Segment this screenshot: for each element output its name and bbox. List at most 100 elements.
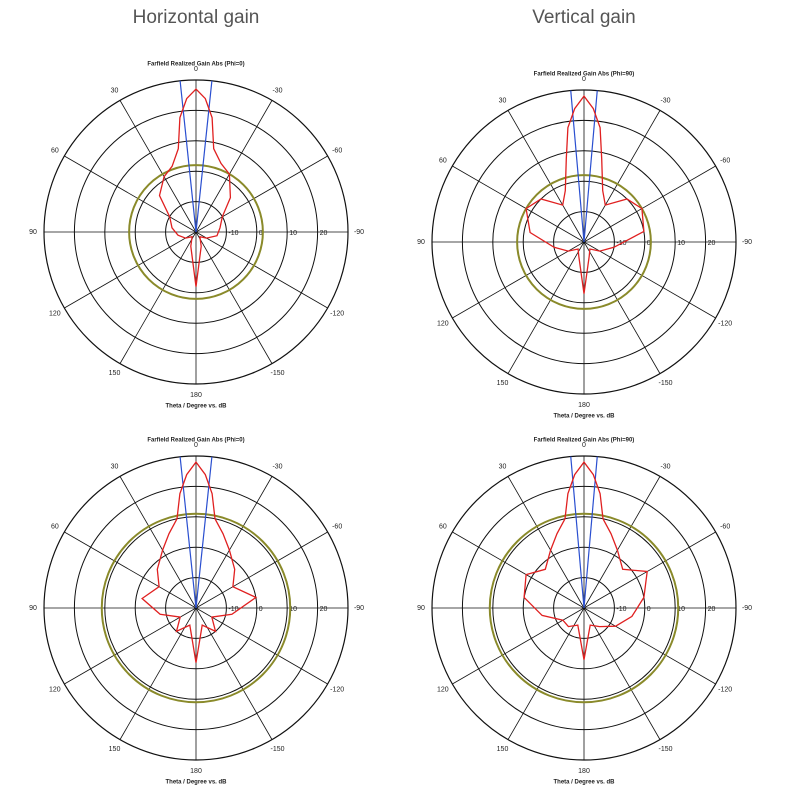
beam-marker xyxy=(570,456,585,609)
reference-circle xyxy=(516,174,652,310)
axis-label: Theta / Degree vs. dB xyxy=(165,780,227,786)
r-tick-label: 0 xyxy=(647,606,651,613)
spoke xyxy=(195,231,328,309)
theta-tick-label: -30 xyxy=(660,464,670,471)
theta-tick-label: 90 xyxy=(417,605,425,612)
spoke xyxy=(583,241,716,319)
spoke xyxy=(507,476,585,609)
plot-title: Farfield Realized Gain Abs (Phi=90) xyxy=(534,438,635,444)
spoke xyxy=(64,231,197,309)
plot-title: Farfield Realized Gain Abs (Phi=90) xyxy=(534,72,635,78)
theta-tick-label: 120 xyxy=(437,320,449,327)
beam-marker xyxy=(179,80,197,233)
spoke xyxy=(452,607,585,685)
beam-marker xyxy=(583,456,598,609)
theta-tick-label: -60 xyxy=(720,157,730,164)
axis-label: Theta / Degree vs. dB xyxy=(553,414,615,420)
theta-tick-label: 60 xyxy=(439,523,447,530)
theta-tick-label: 30 xyxy=(111,88,119,95)
theta-tick-label: -150 xyxy=(270,370,284,377)
spoke xyxy=(583,241,661,374)
r-tick-label: 0 xyxy=(259,606,263,613)
spoke xyxy=(507,110,585,243)
r-tick-label: 0 xyxy=(259,230,263,237)
theta-tick-label: 0 xyxy=(194,442,198,449)
gain-curve xyxy=(523,461,648,660)
theta-tick-label: -150 xyxy=(658,380,672,387)
theta-tick-label: -90 xyxy=(742,605,752,612)
theta-tick-label: 150 xyxy=(109,746,121,753)
theta-tick-label: -150 xyxy=(270,746,284,753)
theta-tick-label: 120 xyxy=(49,686,61,693)
reference-circle xyxy=(128,164,264,300)
beam-marker xyxy=(195,456,213,609)
theta-tick-label: 90 xyxy=(417,239,425,246)
theta-tick-label: 30 xyxy=(499,98,507,105)
spoke xyxy=(583,110,661,243)
r-tick-label: 10 xyxy=(289,606,297,613)
spoke xyxy=(119,607,197,740)
theta-tick-label: -150 xyxy=(658,746,672,753)
axis-label: Theta / Degree vs. dB xyxy=(553,780,615,786)
r-tick-label: 0 xyxy=(647,240,651,247)
gain-curve xyxy=(525,95,645,294)
theta-tick-label: -30 xyxy=(272,464,282,471)
theta-tick-label: -120 xyxy=(330,686,344,693)
theta-tick-label: 90 xyxy=(29,229,37,236)
beam-marker xyxy=(195,80,213,233)
theta-tick-label: 180 xyxy=(190,768,202,775)
theta-tick-label: 150 xyxy=(109,370,121,377)
gain-curve xyxy=(141,461,258,663)
spoke xyxy=(195,231,273,364)
theta-tick-label: -120 xyxy=(718,686,732,693)
spoke xyxy=(119,231,197,364)
heading: Horizontal gain xyxy=(133,7,260,28)
spoke xyxy=(452,241,585,319)
beam-marker xyxy=(583,90,598,243)
reference-circle xyxy=(488,512,680,704)
spoke xyxy=(583,531,716,609)
theta-tick-label: 0 xyxy=(582,442,586,449)
spoke xyxy=(195,531,328,609)
spoke xyxy=(583,476,661,609)
theta-tick-label: 180 xyxy=(190,392,202,399)
theta-tick-label: 180 xyxy=(578,402,590,409)
theta-tick-label: -60 xyxy=(332,147,342,154)
spoke xyxy=(119,100,197,233)
spoke xyxy=(64,155,197,233)
spoke xyxy=(119,476,197,609)
spoke xyxy=(64,531,197,609)
plot-title: Farfield Realized Gain Abs (Phi=0) xyxy=(147,438,244,444)
spoke xyxy=(507,607,585,740)
theta-tick-label: 30 xyxy=(111,464,119,471)
theta-tick-label: -60 xyxy=(332,523,342,530)
theta-tick-label: 90 xyxy=(29,605,37,612)
theta-tick-label: 0 xyxy=(582,76,586,83)
spoke xyxy=(195,607,328,685)
gain-curve xyxy=(158,88,232,287)
r-tick-label: 20 xyxy=(708,606,716,613)
beam-marker xyxy=(179,456,197,609)
theta-tick-label: 180 xyxy=(578,768,590,775)
spoke xyxy=(583,607,661,740)
spoke xyxy=(583,607,716,685)
r-tick-label: 20 xyxy=(320,230,328,237)
beam-marker xyxy=(570,90,585,243)
theta-tick-label: -60 xyxy=(720,523,730,530)
theta-tick-label: 30 xyxy=(499,464,507,471)
spoke xyxy=(195,100,273,233)
theta-tick-label: 60 xyxy=(439,157,447,164)
theta-tick-label: -90 xyxy=(354,229,364,236)
heading: Vertical gain xyxy=(532,7,636,28)
theta-tick-label: -30 xyxy=(660,98,670,105)
spoke xyxy=(195,476,273,609)
spoke xyxy=(195,155,328,233)
theta-tick-label: -90 xyxy=(742,239,752,246)
plot-title: Farfield Realized Gain Abs (Phi=0) xyxy=(147,62,244,68)
r-tick-label: 10 xyxy=(677,240,685,247)
theta-tick-label: 150 xyxy=(497,380,509,387)
theta-tick-label: 60 xyxy=(51,147,59,154)
theta-tick-label: -120 xyxy=(718,320,732,327)
r-tick-label: 20 xyxy=(708,240,716,247)
axis-label: Theta / Degree vs. dB xyxy=(165,404,227,410)
